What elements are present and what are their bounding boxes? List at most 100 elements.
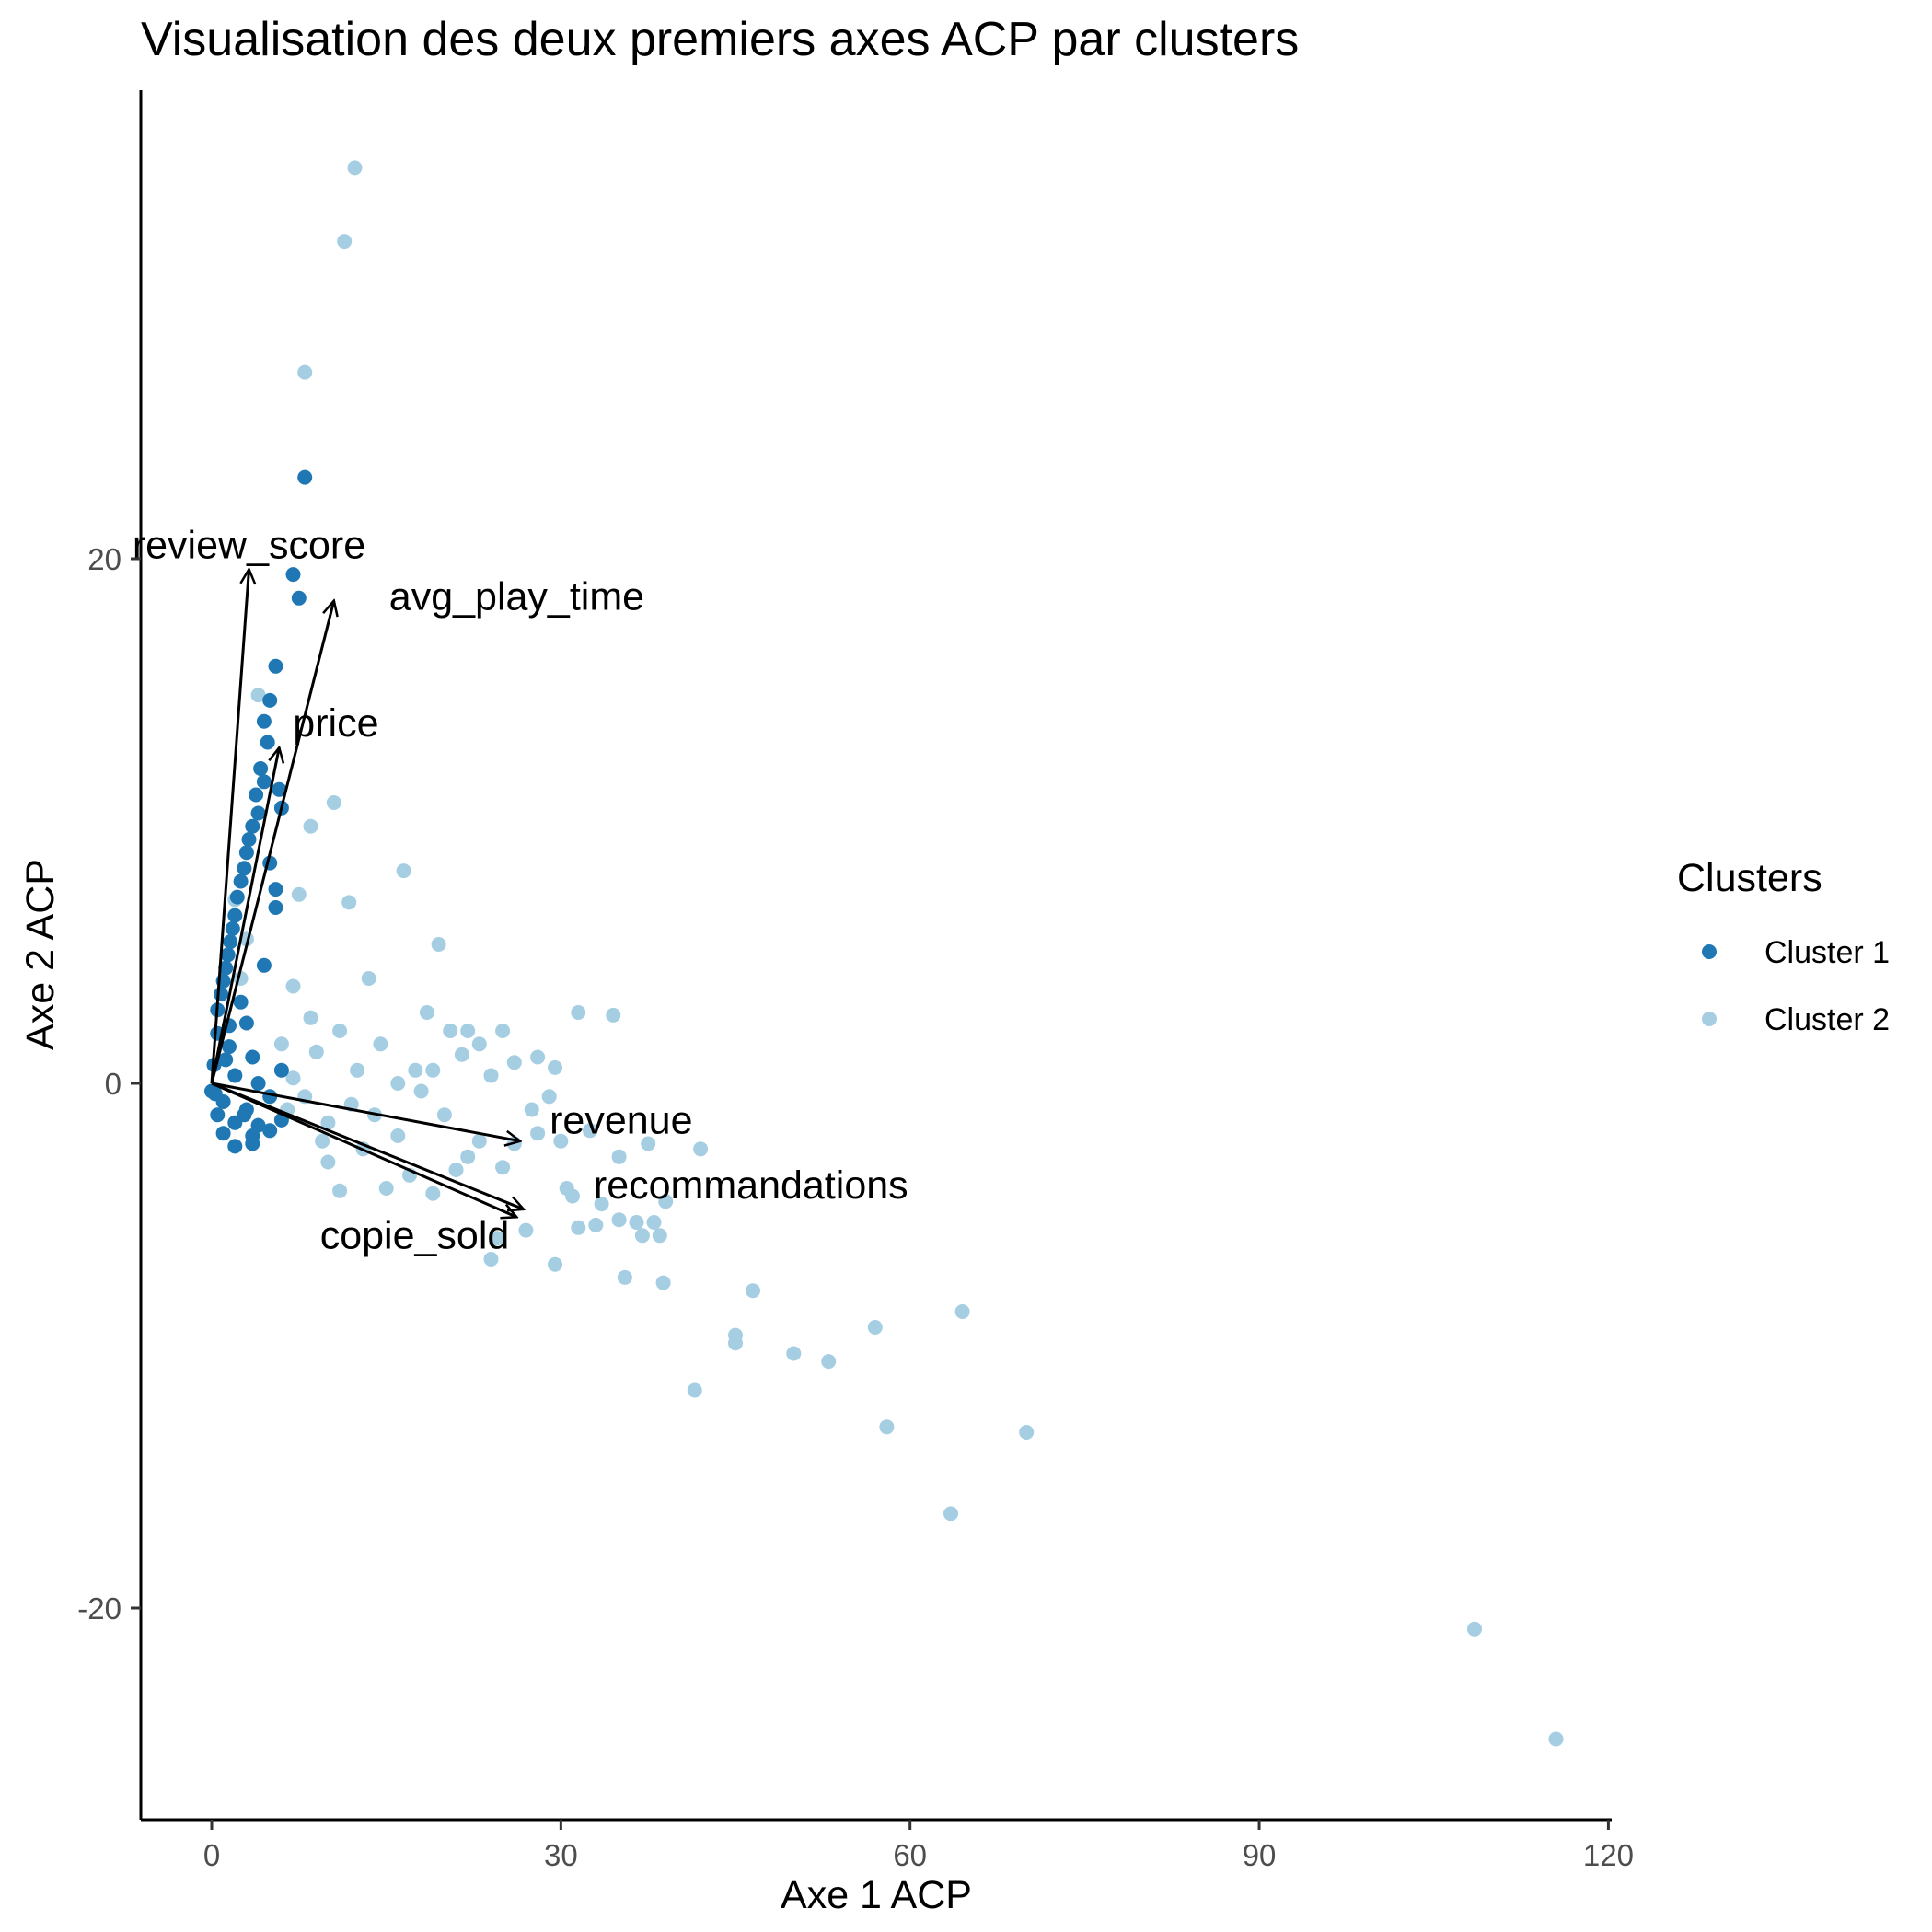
point-cluster-2 — [431, 937, 446, 952]
point-cluster-2 — [541, 1089, 557, 1105]
point-cluster-2 — [273, 1036, 289, 1052]
x-tick-label: 60 — [893, 1838, 927, 1872]
point-cluster-1 — [250, 805, 266, 821]
loading-label-avg-play-time: avg_play_time — [389, 575, 644, 619]
point-cluster-1 — [215, 1126, 231, 1141]
point-cluster-2 — [471, 1133, 487, 1149]
point-cluster-2 — [285, 978, 301, 994]
point-cluster-1 — [223, 934, 238, 950]
point-cluster-1 — [253, 761, 269, 776]
point-cluster-2 — [658, 1194, 674, 1209]
point-cluster-2 — [303, 1010, 318, 1025]
point-cluster-1 — [238, 845, 254, 861]
point-cluster-2 — [390, 1076, 406, 1091]
loading-label-revenue: revenue — [550, 1099, 692, 1143]
x-tick-label: 120 — [1583, 1838, 1634, 1872]
point-cluster-2 — [454, 1047, 469, 1062]
point-cluster-2 — [548, 1256, 562, 1272]
point-cluster-2 — [347, 160, 363, 176]
point-cluster-2 — [530, 1049, 546, 1065]
point-cluster-2 — [341, 895, 357, 910]
point-cluster-2 — [786, 1346, 802, 1361]
point-cluster-2 — [641, 1136, 656, 1151]
legend-title: Clusters — [1677, 856, 1822, 900]
point-cluster-2 — [460, 1024, 476, 1038]
point-cluster-1 — [273, 1062, 289, 1078]
point-cluster-2 — [436, 1107, 452, 1123]
point-cluster-2 — [687, 1382, 702, 1398]
x-axis-ticks: 0 30 60 90 120 — [203, 1820, 1634, 1872]
point-cluster-2 — [571, 1005, 586, 1020]
loading-label-price: price — [293, 701, 378, 746]
loading-arrow-recommandations — [211, 1082, 524, 1209]
point-cluster-2 — [565, 1188, 580, 1204]
point-cluster-1 — [241, 832, 257, 847]
point-cluster-1 — [256, 957, 272, 973]
point-cluster-2 — [315, 1133, 330, 1149]
point-cluster-2 — [954, 1304, 970, 1319]
point-cluster-1 — [214, 987, 229, 1002]
point-cluster-2 — [390, 1128, 406, 1143]
point-cluster-2 — [308, 1044, 324, 1059]
point-cluster-1 — [256, 713, 272, 729]
loading-label-review-score: review_score — [133, 523, 365, 567]
point-cluster-1 — [218, 960, 234, 976]
point-cluster-2 — [495, 1160, 511, 1175]
point-cluster-2 — [1019, 1425, 1035, 1440]
loading-arrow-revenue — [211, 1082, 520, 1141]
point-cluster-1 — [229, 889, 245, 905]
point-cluster-2 — [337, 234, 353, 249]
loading-arrow-avg-play-time — [210, 601, 334, 1084]
point-cluster-1 — [297, 469, 313, 485]
point-cluster-2 — [867, 1320, 883, 1335]
y-tick-label: 0 — [105, 1067, 121, 1101]
point-cluster-2 — [588, 1217, 604, 1232]
point-cluster-1 — [245, 1136, 260, 1151]
point-cluster-1 — [210, 1107, 226, 1123]
point-cluster-2 — [495, 1024, 511, 1038]
point-cluster-2 — [408, 1062, 423, 1078]
point-cluster-2 — [425, 1186, 441, 1201]
point-cluster-2 — [943, 1506, 958, 1521]
point-cluster-2 — [361, 971, 376, 986]
point-cluster-2 — [250, 688, 266, 703]
point-cluster-1 — [237, 1107, 252, 1123]
legend-key-cluster-2 — [1702, 1012, 1717, 1026]
point-cluster-2 — [594, 1197, 609, 1212]
point-cluster-2 — [530, 1126, 546, 1141]
point-cluster-2 — [611, 1212, 627, 1228]
point-cluster-1 — [238, 1015, 254, 1031]
point-cluster-1 — [262, 692, 278, 708]
point-cluster-2 — [332, 1024, 348, 1038]
point-cluster-1 — [225, 920, 240, 936]
point-cluster-1 — [285, 567, 301, 583]
point-cluster-1 — [291, 590, 307, 606]
point-cluster-1 — [262, 1123, 278, 1139]
point-cluster-1 — [268, 900, 283, 915]
point-cluster-2 — [821, 1354, 837, 1370]
point-cluster-2 — [297, 364, 313, 380]
point-cluster-2 — [460, 1149, 476, 1164]
point-cluster-2 — [350, 1062, 365, 1078]
legend: Clusters Cluster 1 Cluster 2 — [1677, 856, 1890, 1037]
point-cluster-2 — [425, 1062, 441, 1078]
y-tick-label: 20 — [87, 542, 121, 576]
point-cluster-2 — [506, 1055, 522, 1070]
x-axis-title: Axe 1 ACP — [781, 1873, 972, 1917]
point-cluster-2 — [655, 1275, 671, 1290]
point-cluster-1 — [245, 1049, 260, 1065]
point-cluster-2 — [879, 1419, 895, 1435]
point-cluster-2 — [518, 1222, 534, 1238]
chart-title: Visualisation des deux premiers axes ACP… — [141, 13, 1299, 66]
point-cluster-1 — [220, 947, 236, 963]
point-cluster-2 — [285, 1070, 301, 1086]
point-cluster-2 — [746, 1283, 760, 1299]
point-cluster-2 — [378, 1181, 394, 1196]
point-cluster-2 — [571, 1220, 586, 1235]
point-cluster-2 — [320, 1154, 336, 1170]
y-axis-title: Axe 2 ACP — [18, 859, 63, 1050]
point-cluster-1 — [207, 1086, 223, 1102]
point-cluster-2 — [419, 1005, 434, 1020]
